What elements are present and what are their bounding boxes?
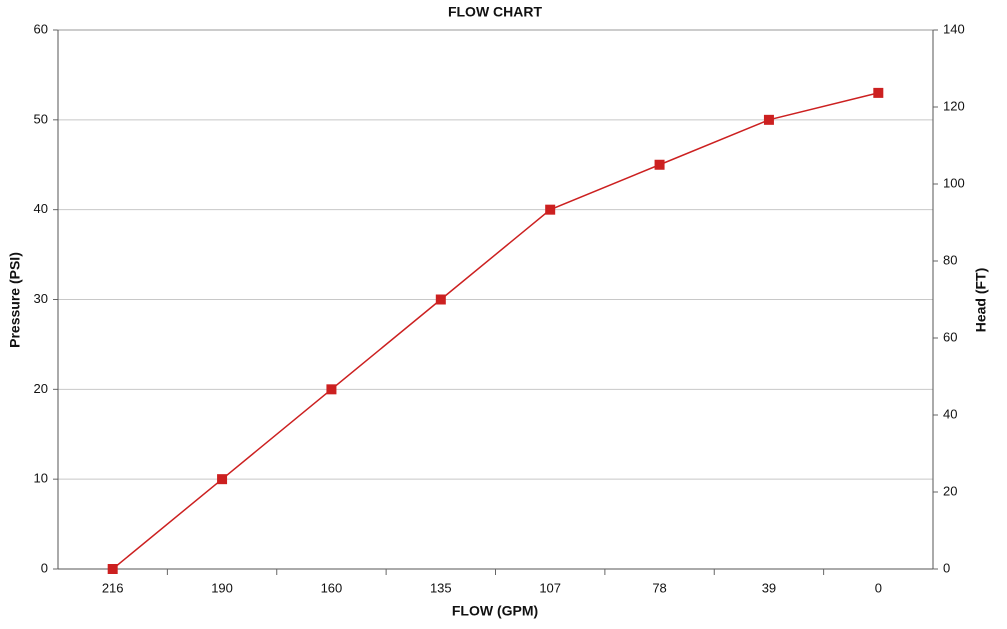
y-axis-label: Pressure (PSI) — [7, 252, 23, 348]
x-tick-label: 107 — [539, 580, 561, 595]
y2-tick-label: 60 — [943, 329, 957, 344]
x-tick-label: 190 — [211, 580, 233, 595]
marker — [107, 564, 118, 574]
y-tick-label: 50 — [34, 111, 48, 126]
y2-tick-label: 120 — [943, 98, 965, 113]
y-tick-label: 60 — [34, 21, 48, 36]
line — [112, 92, 879, 570]
y2-tick-label: 80 — [943, 252, 957, 267]
y2-tick-label: 100 — [943, 175, 965, 190]
y-tick-label: 10 — [34, 471, 48, 486]
x-tick-label: 160 — [321, 580, 343, 595]
marker — [545, 204, 556, 215]
y2-tick-label: 140 — [943, 21, 965, 36]
marker — [435, 294, 446, 305]
y-tick-label: 30 — [34, 291, 48, 306]
y-tick-label: 0 — [41, 560, 48, 575]
x-tick-label: 216 — [102, 580, 124, 595]
y2-tick-label: 0 — [943, 560, 950, 575]
x-tick-label: 0 — [875, 580, 882, 595]
y-tick-label: 20 — [34, 381, 48, 396]
x-tick-label: 39 — [762, 580, 776, 595]
x-tick-label: 78 — [652, 580, 666, 595]
y2-tick-label: 20 — [943, 483, 957, 498]
y2-axis-label: Head (FT) — [973, 268, 989, 333]
marker — [217, 474, 228, 485]
x-tick-label: 135 — [430, 580, 452, 595]
marker — [326, 384, 337, 395]
marker — [763, 114, 774, 125]
y-tick-label: 40 — [34, 201, 48, 216]
y2-tick-label: 40 — [943, 406, 957, 421]
chart-title: FLOW CHART — [448, 4, 543, 20]
x-axis-label: FLOW (GPM) — [452, 603, 538, 619]
marker — [654, 159, 665, 170]
marker — [873, 87, 884, 98]
